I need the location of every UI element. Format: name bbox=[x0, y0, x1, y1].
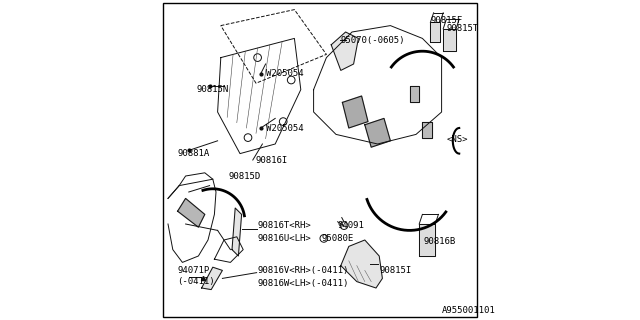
Polygon shape bbox=[342, 96, 368, 128]
Text: W205054: W205054 bbox=[266, 69, 303, 78]
Text: 90816W<LH>(-0411): 90816W<LH>(-0411) bbox=[258, 279, 349, 288]
Text: (-0411): (-0411) bbox=[178, 277, 215, 286]
Text: 90815I: 90815I bbox=[380, 266, 412, 275]
Text: 90816I: 90816I bbox=[256, 156, 288, 164]
Text: 95070(-0605): 95070(-0605) bbox=[340, 36, 405, 44]
Polygon shape bbox=[365, 118, 390, 147]
Text: W205054: W205054 bbox=[266, 124, 303, 132]
Text: 90815D: 90815D bbox=[229, 172, 261, 180]
Polygon shape bbox=[419, 224, 435, 256]
Polygon shape bbox=[443, 29, 456, 51]
Text: 90816V<RH>(-0411): 90816V<RH>(-0411) bbox=[258, 266, 349, 275]
Text: 90815T: 90815T bbox=[447, 24, 479, 33]
Polygon shape bbox=[422, 122, 432, 138]
Text: 90816U<LH>: 90816U<LH> bbox=[258, 234, 311, 243]
Polygon shape bbox=[410, 86, 419, 102]
Text: <NS>: <NS> bbox=[447, 135, 468, 144]
Text: A955001101: A955001101 bbox=[442, 306, 495, 315]
Text: 94091: 94091 bbox=[338, 221, 364, 230]
Text: 95080E: 95080E bbox=[322, 234, 354, 243]
Polygon shape bbox=[430, 22, 440, 42]
Text: 90816B: 90816B bbox=[424, 237, 456, 246]
Polygon shape bbox=[340, 240, 383, 288]
Text: 90815N: 90815N bbox=[197, 85, 229, 94]
Polygon shape bbox=[332, 32, 358, 70]
Text: 90815F: 90815F bbox=[430, 16, 463, 25]
Polygon shape bbox=[232, 208, 242, 256]
Text: 94071P: 94071P bbox=[178, 266, 210, 275]
Text: 90881A: 90881A bbox=[178, 149, 210, 158]
Text: 90816T<RH>: 90816T<RH> bbox=[258, 221, 311, 230]
Polygon shape bbox=[202, 267, 223, 290]
Polygon shape bbox=[178, 198, 205, 227]
